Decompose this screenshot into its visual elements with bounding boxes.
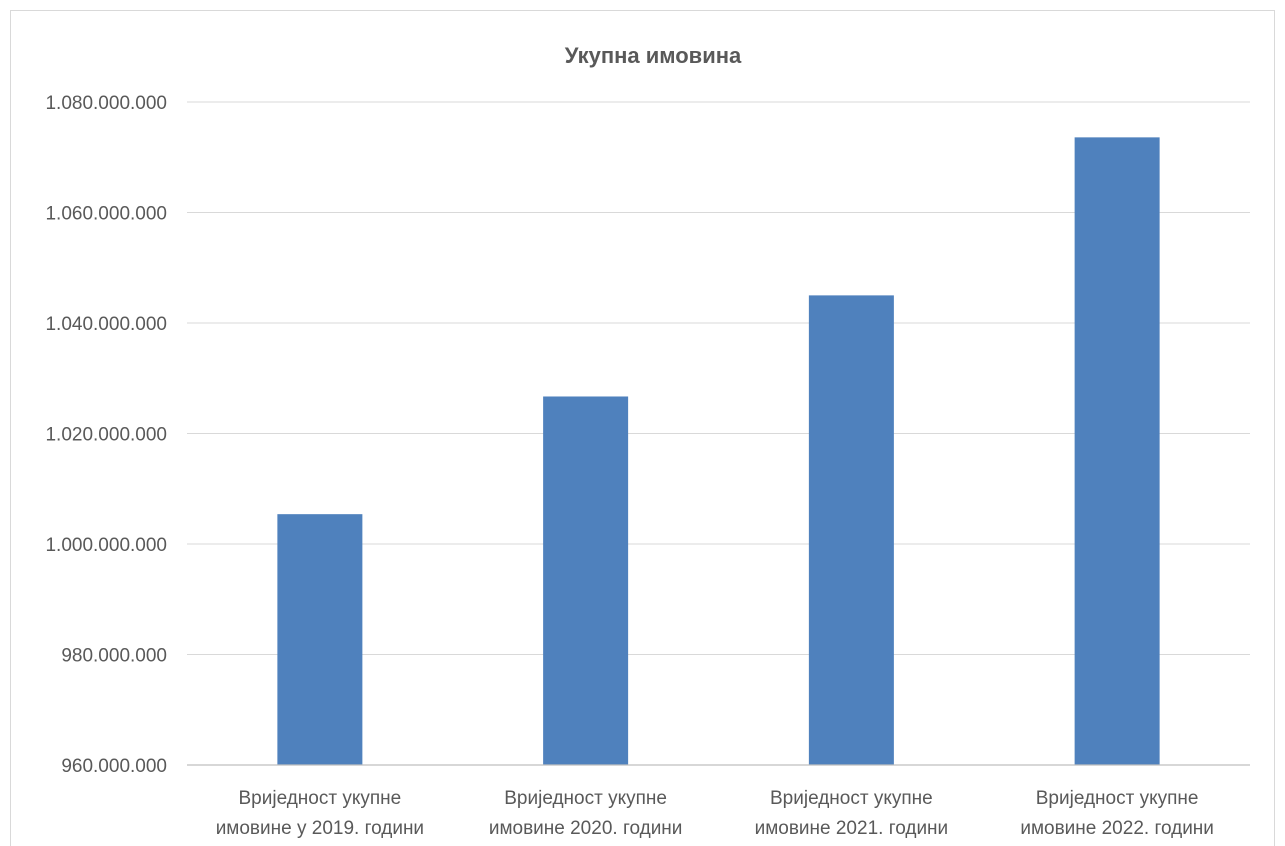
y-tick-label: 1.040.000.000 (45, 314, 167, 335)
gridlines (187, 101, 1250, 655)
bar (1074, 137, 1160, 766)
bar (543, 396, 629, 765)
x-category-label: имовине 2021. години (755, 818, 949, 839)
chart-frame (10, 10, 1275, 846)
x-category-label: имовине у 2019. години (216, 818, 424, 839)
y-tick-label: 1.000.000.000 (45, 535, 167, 556)
bar (808, 295, 894, 765)
y-tick-label: 1.020.000.000 (45, 425, 167, 446)
y-tick-label: 980.000.000 (61, 646, 167, 667)
x-category-label: имовине 2022. години (1020, 818, 1214, 839)
x-category-label: имовине 2020. години (489, 818, 683, 839)
x-axis-category-labels: Вриједност укупне имовине у 2019. години В… (216, 788, 1214, 839)
x-category-label: Вриједност укупне (1036, 788, 1199, 809)
y-axis-tick-labels: 960.000.000 980.000.000 1.000.000.000 1.020… (45, 93, 167, 777)
y-tick-label: 1.080.000.000 (45, 93, 167, 114)
y-tick-label: 1.060.000.000 (45, 204, 167, 225)
x-category-label: Вриједност укупне (504, 788, 667, 809)
x-category-label: Вриједност укупне (239, 788, 402, 809)
bars (277, 137, 1160, 766)
y-tick-label: 960.000.000 (61, 756, 167, 777)
x-category-label: Вриједност укупне (770, 788, 933, 809)
bar (277, 514, 363, 765)
chart-title: Укупна имовина (565, 43, 742, 68)
